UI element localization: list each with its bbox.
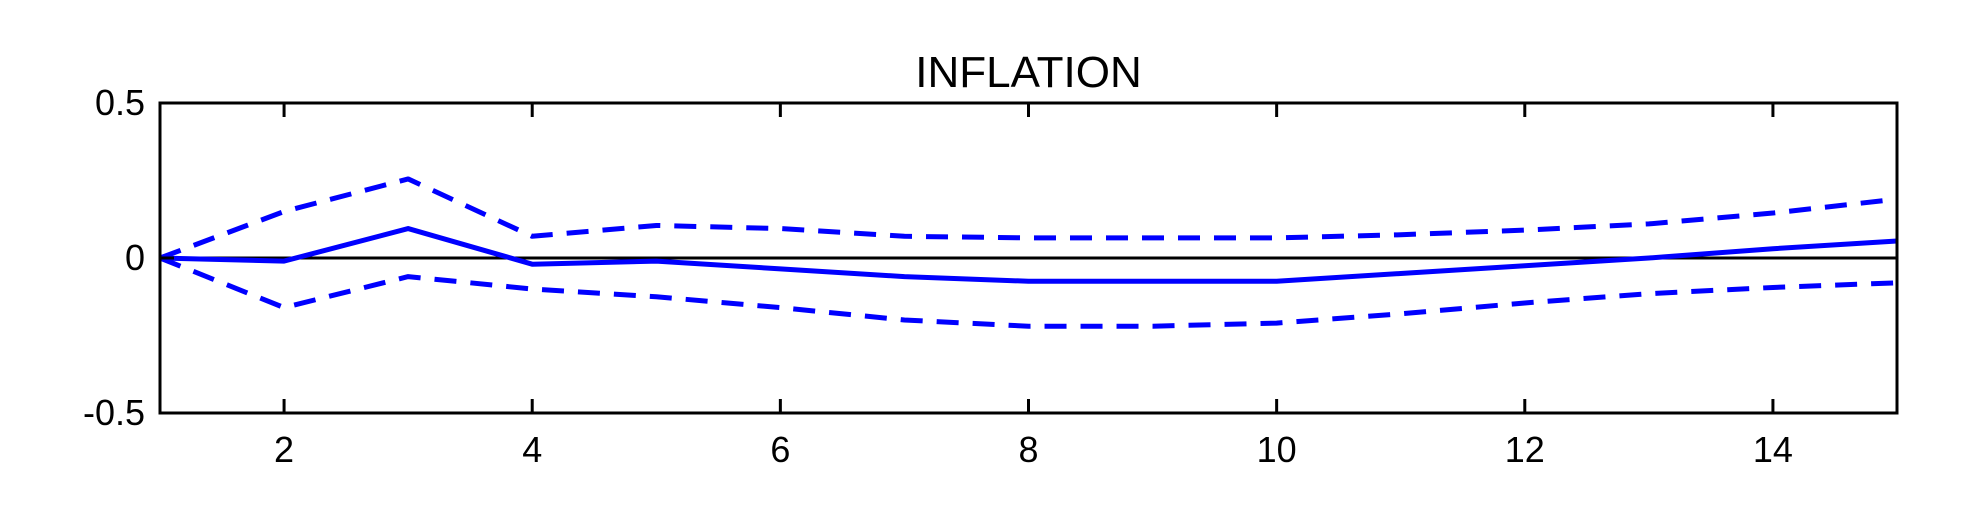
y-tick-label-0: 0 bbox=[125, 237, 145, 278]
x-tick-label-10: 10 bbox=[1257, 429, 1297, 470]
chart-title: INFLATION bbox=[915, 48, 1142, 97]
x-tick-label-14: 14 bbox=[1753, 429, 1793, 470]
y-tick-label--0.5: -0.5 bbox=[83, 392, 145, 433]
x-tick-label-6: 6 bbox=[770, 429, 790, 470]
x-tick-label-2: 2 bbox=[274, 429, 294, 470]
x-tick-label-8: 8 bbox=[1018, 429, 1038, 470]
x-tick-label-4: 4 bbox=[522, 429, 542, 470]
plot-layer bbox=[159, 176, 1898, 329]
y-tick-label-0.5: 0.5 bbox=[95, 82, 145, 123]
impulse-response-line bbox=[159, 226, 1898, 284]
lower-confidence-band bbox=[159, 255, 1898, 329]
axis-layer: 2 4 6 8 10 12 14 0.5 0 -0.5 bbox=[83, 82, 1899, 470]
upper-confidence-band bbox=[159, 176, 1898, 261]
x-tick-label-12: 12 bbox=[1505, 429, 1545, 470]
